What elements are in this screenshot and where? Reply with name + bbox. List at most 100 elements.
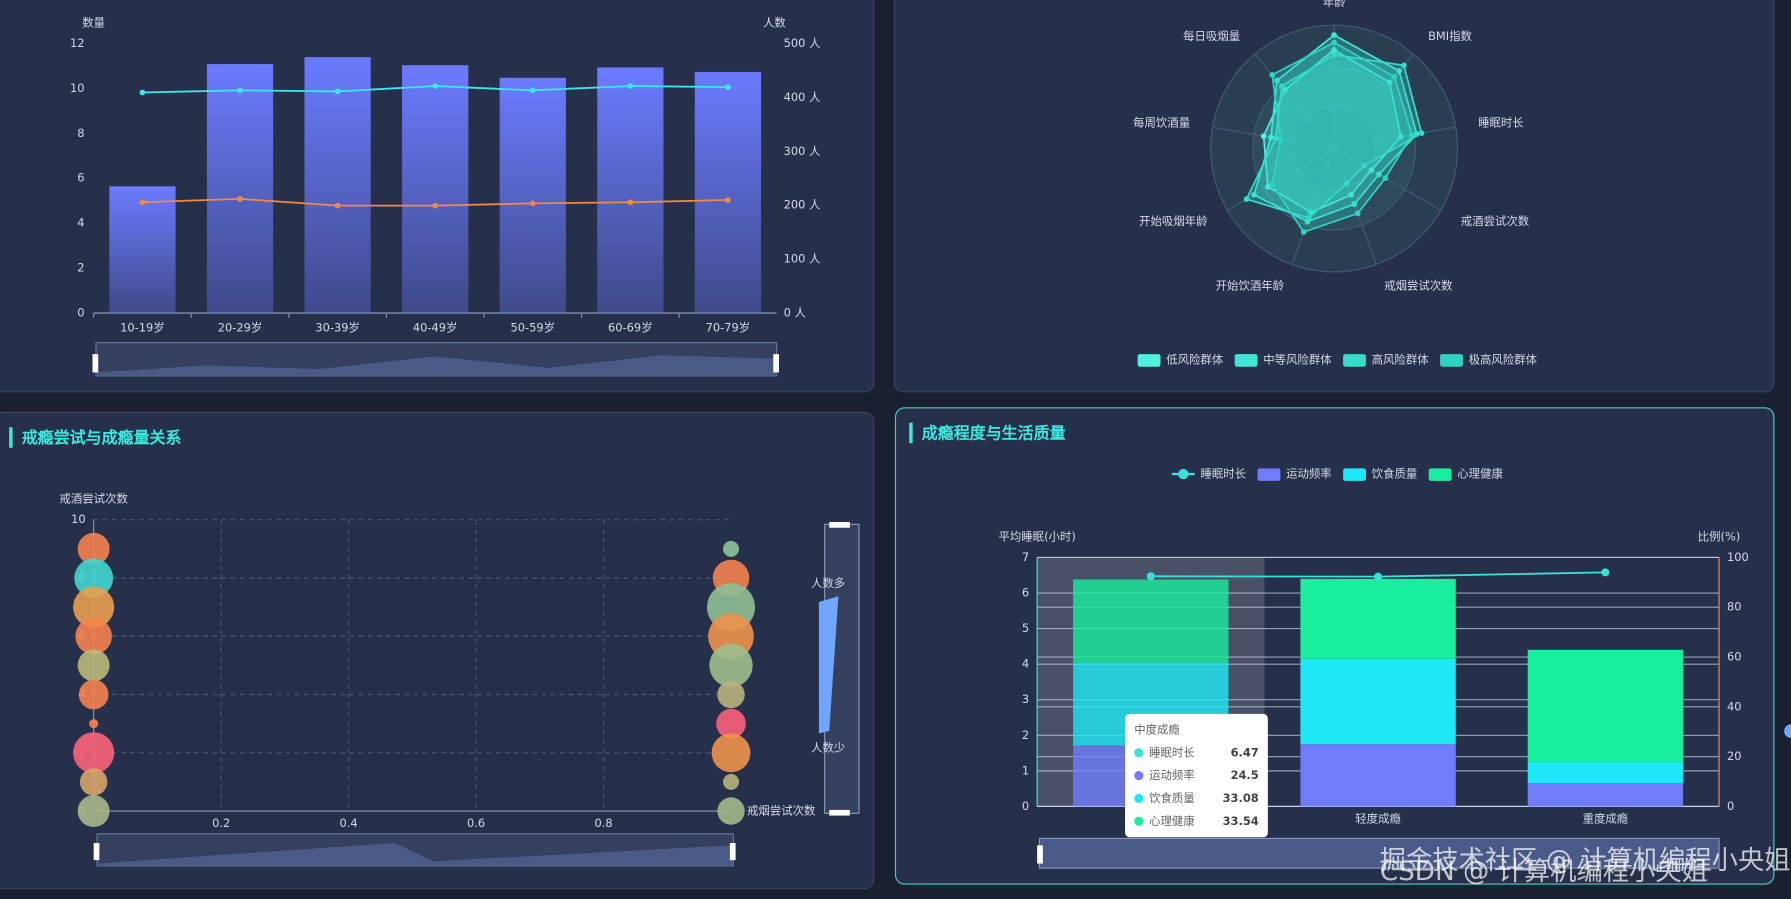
radar-point bbox=[1305, 215, 1312, 221]
y2-tick-label: 60 bbox=[1727, 650, 1742, 664]
tooltip-name: 饮食质量 bbox=[1149, 791, 1195, 805]
radar-indicator: 年龄 bbox=[1323, 0, 1346, 9]
title-bar bbox=[9, 427, 13, 448]
radar-point bbox=[1300, 229, 1307, 235]
radar-indicator: 睡眠时长 bbox=[1478, 116, 1524, 130]
radar-point bbox=[1361, 162, 1367, 169]
x-tick-label: 50-59岁 bbox=[510, 320, 555, 334]
slider[interactable] bbox=[92, 342, 779, 377]
axis-title: 平均睡眠(小时) bbox=[998, 529, 1075, 543]
x-tick-label: 20-29岁 bbox=[218, 320, 263, 334]
bubble bbox=[77, 649, 110, 682]
radar-point bbox=[1268, 134, 1274, 141]
slider-handle[interactable] bbox=[1037, 845, 1043, 864]
tooltip-value: 24.5 bbox=[1231, 768, 1259, 782]
chart-title: 戒瘾尝试与成瘾量关系 bbox=[22, 428, 182, 447]
bubble bbox=[73, 732, 115, 774]
radar-point bbox=[1260, 133, 1267, 139]
radar-point bbox=[1376, 171, 1382, 178]
slider[interactable] bbox=[1037, 837, 1720, 869]
radar-point bbox=[1272, 135, 1279, 142]
line-point bbox=[139, 89, 146, 96]
y-tick-label: 2 bbox=[77, 261, 84, 275]
radar-point bbox=[1265, 183, 1271, 190]
y2-tick-label: 300 人 bbox=[784, 144, 821, 158]
axis-title: 人数 bbox=[763, 15, 786, 29]
bubble bbox=[717, 797, 745, 825]
bar-segment bbox=[1527, 649, 1684, 762]
side-button[interactable] bbox=[1784, 724, 1791, 738]
tooltip-dot bbox=[1134, 816, 1144, 826]
line-point bbox=[237, 87, 243, 94]
tooltip-value: 33.08 bbox=[1223, 791, 1259, 805]
radar-point bbox=[1386, 79, 1393, 86]
line-point bbox=[627, 199, 634, 206]
x-tick-label: 60-69岁 bbox=[608, 320, 653, 334]
tooltip bbox=[1125, 713, 1268, 838]
x-tick-label: 0.8 bbox=[594, 816, 612, 830]
bubble bbox=[79, 768, 108, 796]
line-point bbox=[237, 196, 243, 202]
line-point bbox=[334, 202, 341, 209]
tooltip-dot bbox=[1134, 793, 1144, 804]
slider[interactable] bbox=[93, 833, 736, 867]
radar-point bbox=[1348, 192, 1354, 198]
legend-label: 饮食质量 bbox=[1372, 467, 1418, 481]
legend-label: 极高风险群体 bbox=[1469, 352, 1538, 366]
visual-map-label: 人数少 bbox=[811, 741, 845, 755]
y-tick-label: 1 bbox=[1022, 763, 1029, 777]
radar-point bbox=[1331, 39, 1337, 46]
radar-point bbox=[1277, 136, 1284, 142]
radar-indicator: 开始饮酒年龄 bbox=[1216, 278, 1285, 292]
radar-point bbox=[1343, 180, 1350, 187]
y2-tick-label: 0 人 bbox=[784, 306, 806, 320]
radar-point bbox=[1331, 32, 1337, 38]
legend-label: 睡眠时长 bbox=[1200, 467, 1246, 481]
tooltip-dot bbox=[1134, 771, 1144, 781]
slider-handle[interactable] bbox=[729, 842, 736, 861]
radar-point bbox=[1282, 87, 1288, 93]
visual-map-handle[interactable] bbox=[829, 522, 850, 528]
legend-label: 低风险群体 bbox=[1166, 352, 1224, 366]
legend-label: 高风险群体 bbox=[1372, 352, 1430, 366]
axis-title: 数量 bbox=[82, 15, 105, 29]
axis-title: 戒烟尝试次数 bbox=[747, 804, 816, 818]
bubble bbox=[709, 643, 753, 688]
y-tick-label: 0 bbox=[77, 306, 84, 320]
tooltip-name: 运动频率 bbox=[1149, 768, 1195, 782]
bubble bbox=[717, 680, 745, 709]
visual-map[interactable] bbox=[818, 522, 860, 816]
y2-tick-label: 80 bbox=[1727, 600, 1742, 614]
y-tick-label: 8 bbox=[77, 126, 84, 140]
slider-handle[interactable] bbox=[93, 842, 100, 861]
radar-point bbox=[1243, 196, 1250, 202]
bar bbox=[206, 64, 274, 314]
bar bbox=[597, 67, 664, 314]
slider-handle[interactable] bbox=[92, 354, 99, 373]
legend-swatch bbox=[1428, 468, 1452, 481]
line-point bbox=[1374, 572, 1383, 581]
radar-point bbox=[1396, 68, 1402, 74]
visual-map-handle[interactable] bbox=[829, 809, 850, 816]
legend-swatch bbox=[1343, 468, 1366, 481]
bubble bbox=[77, 532, 110, 565]
bar bbox=[499, 77, 566, 314]
radar-area bbox=[1245, 53, 1423, 220]
x-tick-label: 10-19岁 bbox=[120, 320, 165, 334]
line-point bbox=[432, 202, 439, 209]
slider-handle[interactable] bbox=[773, 354, 779, 373]
y-tick-label: 4 bbox=[77, 216, 84, 230]
y-tick-label: 0 bbox=[1022, 799, 1029, 813]
bar bbox=[109, 186, 176, 314]
bubble bbox=[77, 795, 110, 828]
axis-title: 比例(%) bbox=[1698, 529, 1741, 543]
radar-point bbox=[1398, 133, 1404, 140]
line-point bbox=[1146, 572, 1155, 581]
radar-point bbox=[1269, 71, 1276, 78]
radar-indicator: BMI指数 bbox=[1428, 29, 1472, 43]
radar-indicator: 每周饮酒量 bbox=[1133, 116, 1190, 130]
y2-tick-label: 0 bbox=[1727, 799, 1734, 813]
y-tick-label: 2 bbox=[1022, 728, 1029, 742]
watermark: 掘金技术社区 @ 计算机编程小央姐 bbox=[1380, 846, 1791, 876]
y-tick-label: 6 bbox=[1022, 586, 1029, 600]
